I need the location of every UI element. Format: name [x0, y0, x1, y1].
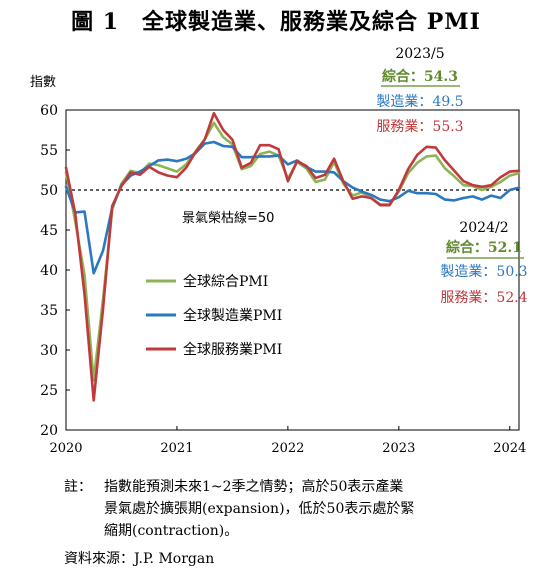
y-axis-label: 指數 [30, 75, 56, 90]
note-label: 註： [64, 479, 92, 495]
annotation-value: 綜合：54.3 [382, 68, 458, 85]
y-tick-label: 30 [40, 343, 58, 359]
y-tick-label: 40 [40, 263, 58, 279]
x-tick-label: 2024 [493, 441, 526, 456]
x-tick-label: 2020 [49, 441, 82, 456]
legend-label: 全球服務業PMI [183, 341, 282, 358]
annotation-date-2024-2: 2024/2 [459, 220, 508, 236]
reference-line-label: 景氣榮枯線=50 [182, 210, 274, 226]
note-line: 指數能預測未來1~2季之情勢；高於50表示產業 [104, 479, 404, 495]
note-line: 縮期(contraction)。 [104, 523, 239, 539]
annotation-value: 製造業：49.5 [376, 94, 463, 110]
series-line-2 [64, 140, 521, 275]
legend-label: 全球製造業PMI [183, 307, 282, 324]
x-tick-label: 2021 [160, 441, 193, 456]
pmi-line-chart: 指數 20 25 30 35 40 45 50 55 60 2020 2021 2022 2023 2024… [30, 46, 528, 456]
annotation-value: 綜合：52.1 [446, 239, 522, 256]
series-line-3 [64, 111, 521, 402]
page-title: 圖 1 全球製造業、服務業及綜合 PMI [71, 9, 481, 35]
annotation-date-2023-5: 2023/5 [395, 46, 444, 62]
note-body: 指數能預測未來1~2季之情勢；高於50表示產業 景氣處於擴張期(expansio… [104, 476, 536, 542]
note-line: 景氣處於擴張期(expansion)，低於50表示處於緊 [104, 501, 415, 517]
y-tick-label: 45 [40, 223, 58, 239]
y-tick-label: 35 [40, 303, 58, 319]
y-tick-label: 25 [40, 383, 58, 399]
annotation-value: 服務業：52.4 [440, 290, 527, 306]
legend-label: 全球綜合PMI [183, 273, 268, 290]
source-text: 資料來源：J.P. Morgan [64, 551, 215, 567]
x-tick-label: 2022 [271, 441, 304, 456]
annotation-value: 服務業：55.3 [376, 119, 463, 135]
y-tick-label: 55 [40, 143, 58, 159]
y-tick-label: 20 [40, 423, 58, 439]
x-tick-label: 2023 [382, 441, 415, 456]
y-tick-label: 60 [40, 103, 58, 119]
annotation-value: 製造業：50.3 [440, 264, 527, 280]
y-tick-label: 50 [40, 183, 58, 199]
